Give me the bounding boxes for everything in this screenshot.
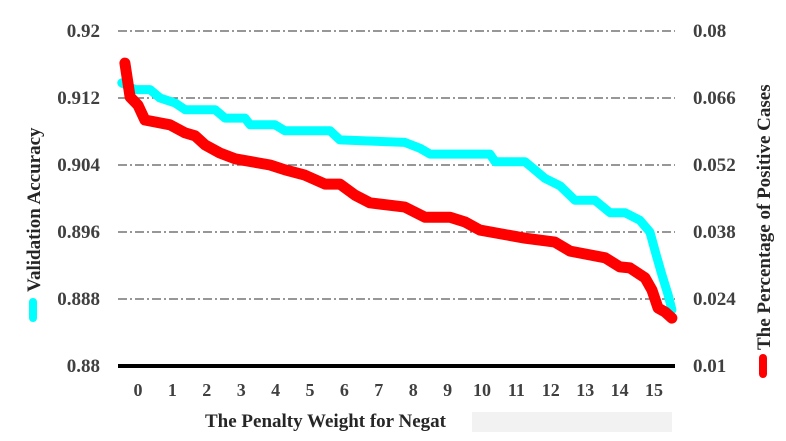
x-tick-label: 15 [645,380,663,400]
left-axis-label: Validation Accuracy [24,127,45,292]
x-tick-label: 14 [611,380,629,400]
x-axis-label-garbled-tail [472,412,672,432]
x-tick-label: 2 [202,380,211,400]
right-axis-legend: The Percentage of Positive Cases [754,84,775,378]
left-y-tick-labels: 0.92 0.912 0.904 0.896 0.888 0.88 [57,21,100,377]
x-tick-label: 9 [443,380,452,400]
x-tick-label: 3 [237,380,246,400]
left-y-tick-label: 0.92 [67,21,100,42]
x-tick-label: 4 [271,380,280,400]
left-axis-legend: Validation Accuracy [24,127,45,322]
left-y-tick-label: 0.88 [67,356,100,377]
x-tick-label: 6 [340,380,349,400]
left-y-tick-label: 0.912 [57,88,100,109]
left-y-tick-label: 0.888 [57,289,100,310]
gridlines [118,30,675,300]
x-tick-label: 1 [168,380,177,400]
series-line-validation-accuracy [117,78,677,315]
right-y-tick-label: 0.038 [693,222,736,243]
x-tick-labels: 0 1 2 3 4 5 6 7 8 9 10 11 12 13 14 15 [134,380,664,400]
x-tick-label: 0 [134,380,143,400]
x-tick-label: 12 [542,380,560,400]
right-y-tick-label: 0.024 [693,289,736,310]
right-y-tick-label: 0.01 [693,356,726,377]
right-y-tick-labels: 0.08 0.066 0.052 0.038 0.024 0.01 [693,21,736,377]
x-axis-label: The Penalty Weight for Negat [205,411,447,432]
x-tick-label: 7 [374,380,383,400]
left-y-tick-label: 0.896 [57,222,100,243]
x-tick-label: 11 [508,380,525,400]
x-tick-label: 10 [473,380,491,400]
series-line-positive-percentage [119,57,678,324]
right-y-tick-label: 0.066 [693,88,736,109]
x-tick-label: 13 [576,380,594,400]
left-y-tick-label: 0.904 [57,155,100,176]
series-layer [117,57,678,324]
x-tick-label: 5 [306,380,315,400]
right-axis-label: The Percentage of Positive Cases [754,84,775,350]
right-y-tick-label: 0.052 [693,155,736,176]
x-tick-label: 8 [409,380,418,400]
right-y-tick-label: 0.08 [693,21,726,42]
